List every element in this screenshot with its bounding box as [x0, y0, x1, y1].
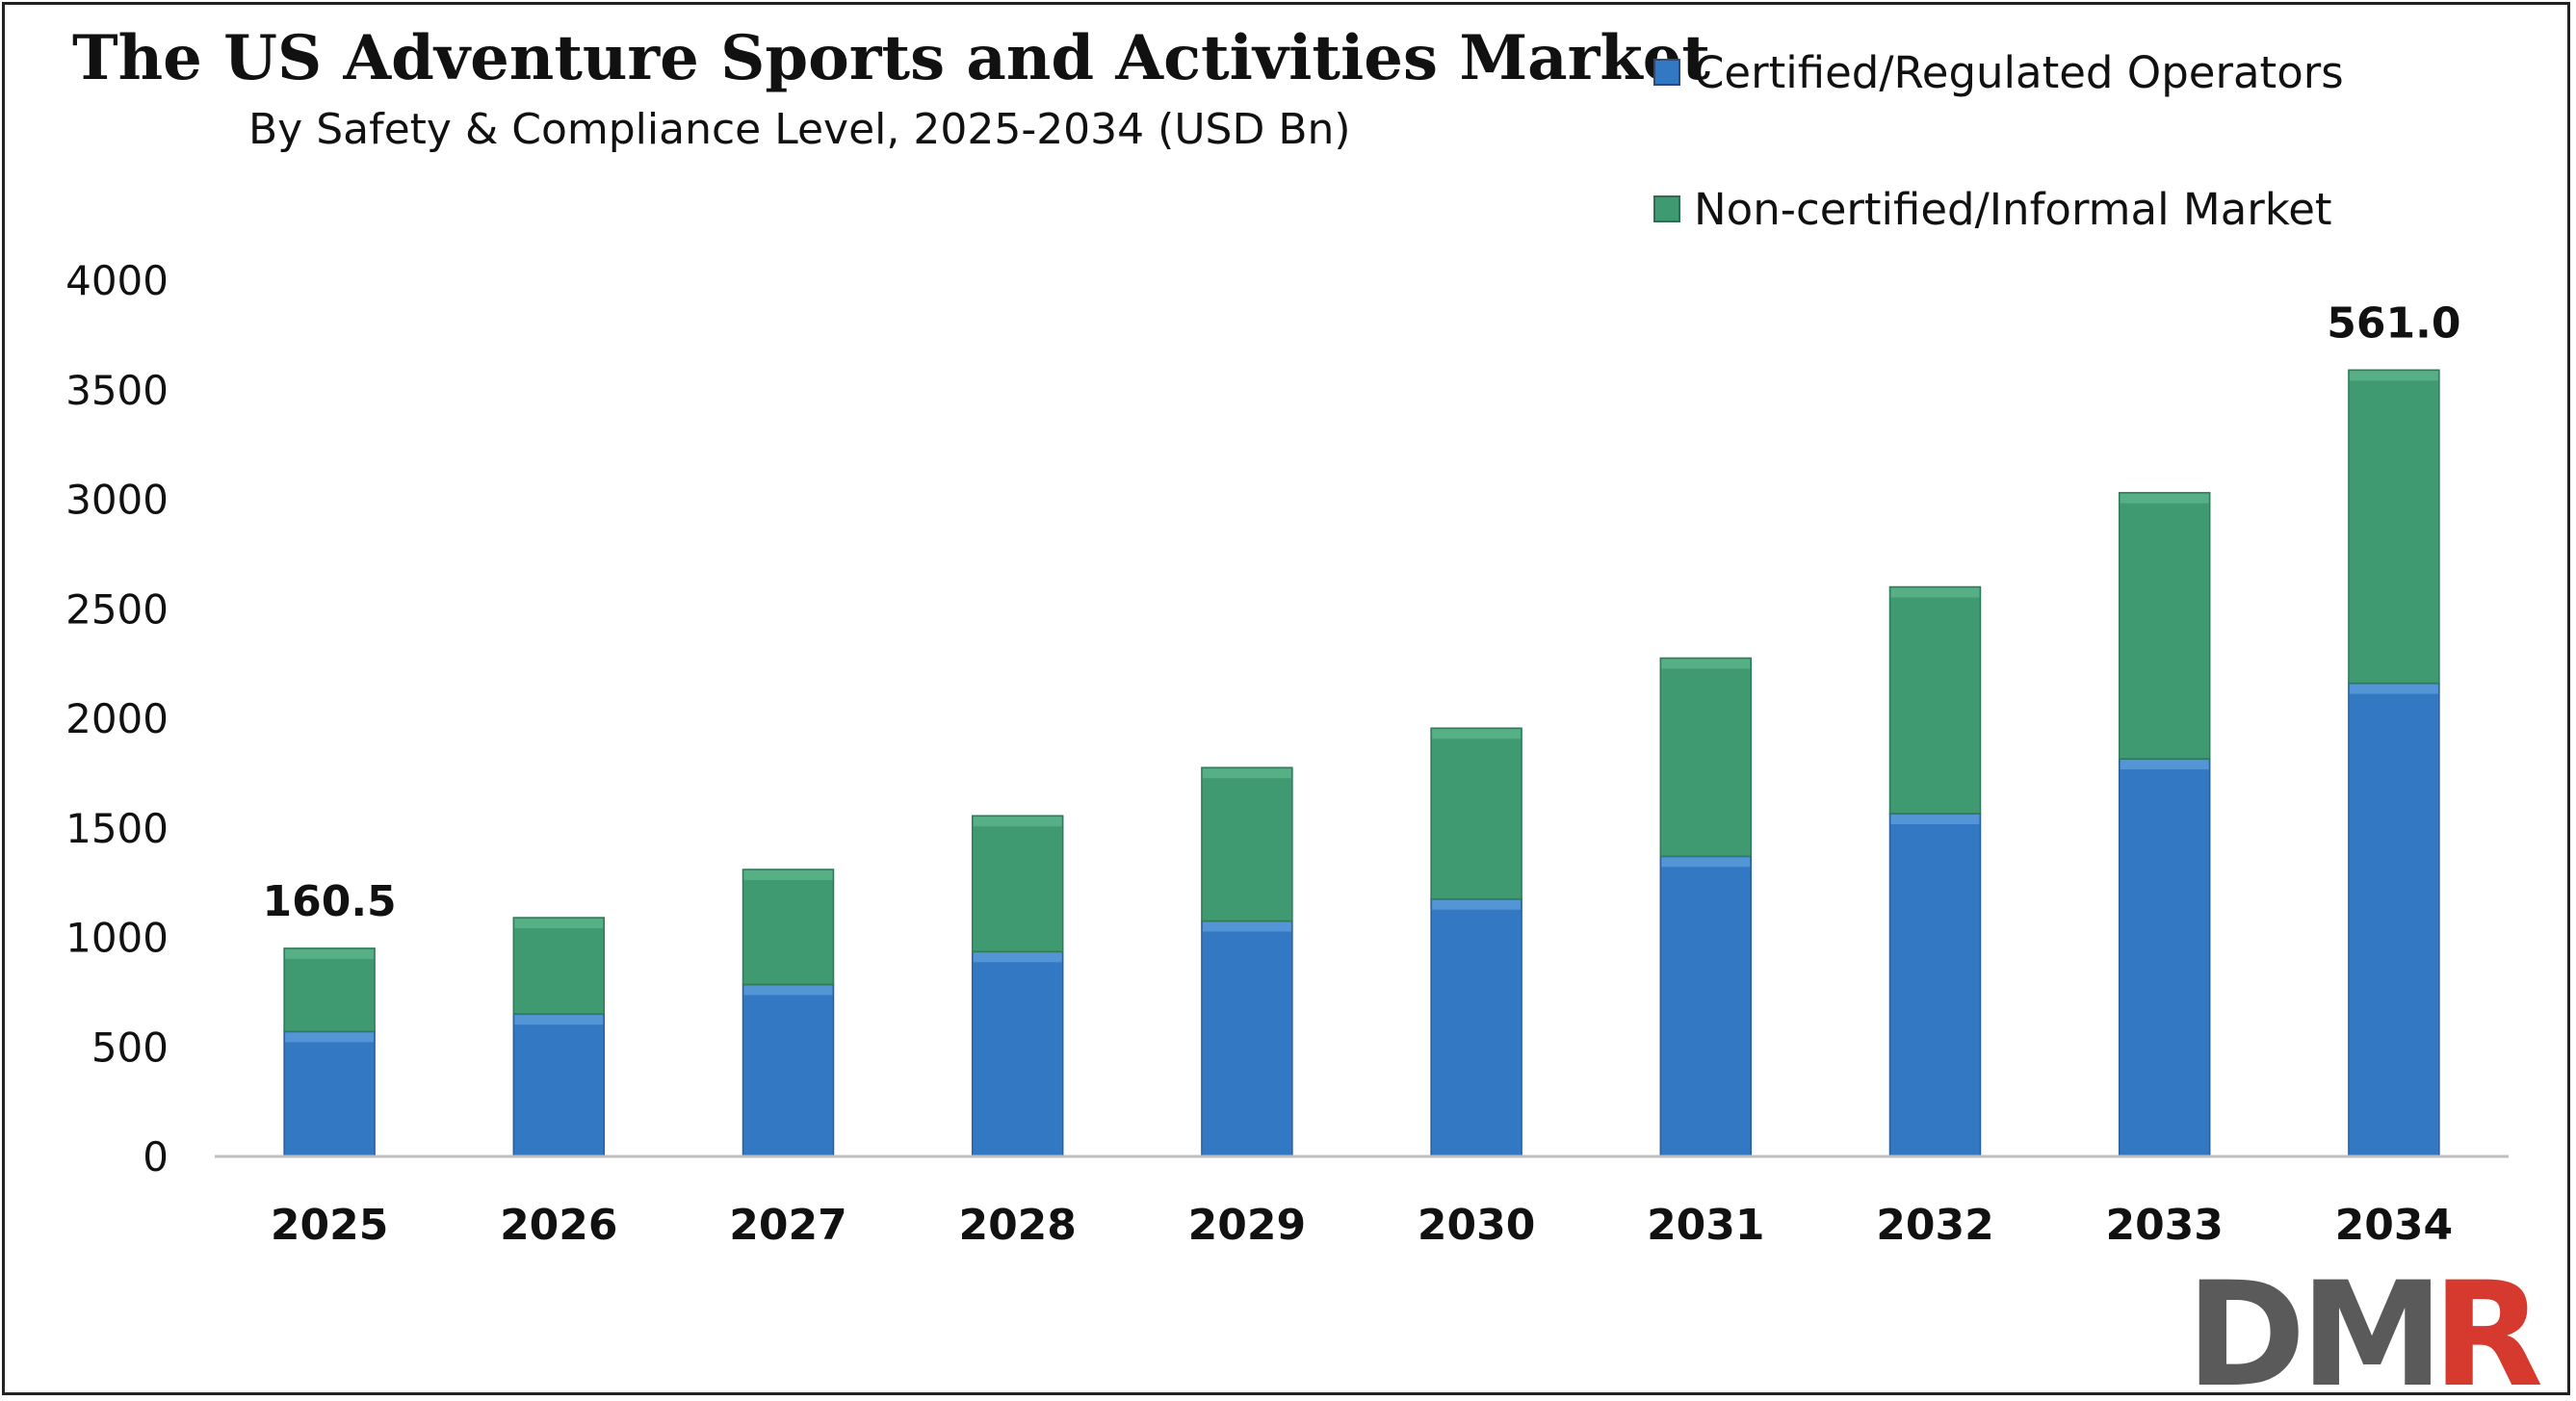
- x-tick-label-2028: 2028: [958, 1201, 1076, 1250]
- labels-layer: 2025 2026 2027 2028 2029 2030 2031 2032 2033 2034…: [65, 257, 2460, 1250]
- chart-title: The US Adventure Sports and Activities M…: [72, 22, 1710, 94]
- bar-certified-2026: [512, 1013, 606, 1157]
- x-tick-label-2031: 2031: [1647, 1201, 1764, 1250]
- y-tick-label-2500: 2500: [65, 585, 169, 633]
- bar-highlight-certified-2029: [1202, 921, 1291, 932]
- legend-label-informal: Non-certified/Informal Market: [1694, 183, 2332, 235]
- bar-certified-2033: [2118, 758, 2211, 1157]
- x-tick-label-2029: 2029: [1188, 1201, 1306, 1250]
- bar-certified-2027: [742, 983, 835, 1157]
- bar-informal-2032: [1888, 585, 1982, 815]
- bars-layer: [283, 369, 2440, 1157]
- legend-swatch-certified: [1653, 59, 1680, 86]
- bar-certified-2031: [1659, 855, 1753, 1157]
- y-tick-label-0: 0: [143, 1133, 169, 1180]
- bar-highlight-informal-2026: [514, 919, 604, 929]
- dmr-logo: DM R: [2186, 1252, 2547, 1398]
- data-label-2025: 160.5: [263, 877, 397, 926]
- bar-informal-2033: [2118, 491, 2211, 760]
- bar-highlight-certified-2027: [743, 985, 833, 996]
- bar-certified-2034: [2348, 682, 2440, 1157]
- logo-text-dm: DM: [2186, 1252, 2438, 1398]
- y-tick-label-1000: 1000: [65, 915, 169, 962]
- bar-highlight-informal-2028: [973, 817, 1062, 827]
- x-tick-label-2032: 2032: [1876, 1201, 1993, 1250]
- bar-highlight-certified-2034: [2349, 684, 2438, 694]
- x-tick-label-2026: 2026: [500, 1201, 617, 1250]
- bar-certified-2029: [1201, 920, 1293, 1157]
- bar-highlight-informal-2034: [2349, 371, 2438, 381]
- legend-item-informal: Non-certified/Informal Market: [1653, 180, 2344, 238]
- y-tick-label-3000: 3000: [65, 477, 169, 524]
- x-tick-label-2025: 2025: [271, 1201, 388, 1250]
- legend-item-certified: Certified/Regulated Operators: [1653, 43, 2344, 101]
- bar-highlight-certified-2025: [285, 1032, 375, 1043]
- bar-informal-2029: [1201, 766, 1293, 922]
- bar-highlight-informal-2027: [743, 869, 833, 880]
- y-tick-label-500: 500: [91, 1024, 169, 1071]
- x-tick-label-2034: 2034: [2335, 1201, 2453, 1250]
- bar-highlight-informal-2025: [285, 948, 375, 959]
- chart-subtitle: By Safety & Compliance Level, 2025-2034 …: [248, 105, 1351, 154]
- y-tick-label-1500: 1500: [65, 805, 169, 852]
- y-tick-label-4000: 4000: [65, 257, 169, 304]
- x-tick-label-2033: 2033: [2105, 1201, 2223, 1250]
- legend-label-certified: Certified/Regulated Operators: [1694, 46, 2344, 98]
- bar-certified-2032: [1888, 813, 1982, 1157]
- bar-informal-2027: [742, 869, 835, 986]
- x-tick-label-2027: 2027: [729, 1201, 846, 1250]
- legend-swatch-informal: [1653, 195, 1680, 222]
- bar-highlight-certified-2033: [2120, 760, 2209, 770]
- bar-informal-2025: [283, 947, 376, 1033]
- y-tick-label-3500: 3500: [65, 367, 169, 414]
- chart-plot: 2025 2026 2027 2028 2029 2030 2031 2032 2033 2034…: [65, 257, 2547, 1398]
- bar-informal-2026: [512, 917, 606, 1015]
- bar-informal-2030: [1430, 727, 1522, 900]
- bar-certified-2028: [971, 950, 1064, 1157]
- bar-highlight-informal-2032: [1890, 587, 1980, 598]
- bar-highlight-informal-2030: [1432, 729, 1522, 739]
- bar-highlight-certified-2031: [1661, 857, 1751, 868]
- logo-text-r: R: [2433, 1252, 2541, 1398]
- bar-certified-2030: [1430, 897, 1522, 1157]
- chart-legend: Certified/Regulated Operators Non-certif…: [1653, 43, 2344, 317]
- bar-highlight-certified-2032: [1890, 814, 1980, 824]
- bar-highlight-informal-2033: [2120, 493, 2209, 504]
- bar-highlight-informal-2031: [1661, 659, 1751, 669]
- bar-informal-2031: [1659, 657, 1753, 858]
- bar-certified-2025: [283, 1030, 376, 1157]
- y-tick-label-2000: 2000: [65, 695, 169, 742]
- bar-informal-2028: [971, 815, 1064, 953]
- bar-highlight-certified-2026: [514, 1015, 604, 1025]
- bar-informal-2034: [2348, 369, 2440, 685]
- x-tick-label-2030: 2030: [1418, 1201, 1535, 1250]
- bar-highlight-informal-2029: [1202, 768, 1291, 779]
- data-label-2034: 561.0: [2327, 298, 2460, 348]
- bar-highlight-certified-2030: [1432, 899, 1522, 910]
- bar-highlight-certified-2028: [973, 952, 1062, 963]
